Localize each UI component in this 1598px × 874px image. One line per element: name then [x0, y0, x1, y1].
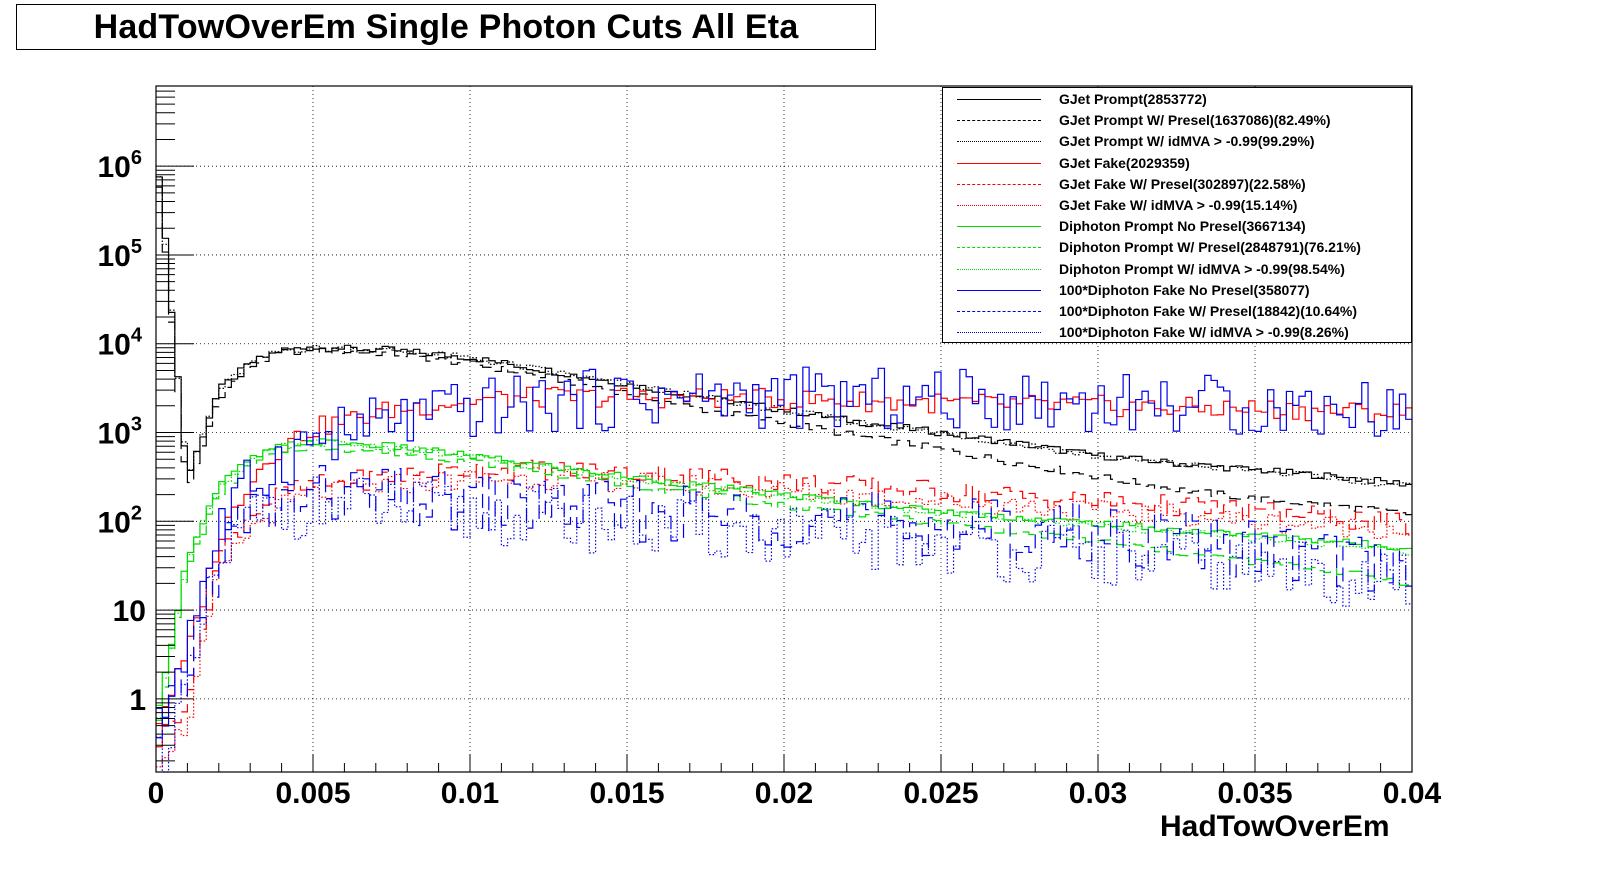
- legend-line-sample: [957, 311, 1041, 312]
- grid-layer: [156, 86, 1412, 772]
- x-tick-label: 0.03: [1069, 777, 1127, 810]
- legend-entry: Diphoton Prompt W/ Presel(2848791)(76.21…: [943, 237, 1411, 258]
- legend-entry: GJet Fake(2029359): [943, 153, 1411, 174]
- series-layer: [156, 176, 1412, 773]
- legend: GJet Prompt(2853772) GJet Prompt W/ Prese…: [942, 87, 1412, 343]
- x-tick-label: 0.02: [755, 777, 813, 810]
- legend-line-sample: [957, 268, 1041, 270]
- legend-line-sample: [957, 226, 1041, 228]
- legend-label: GJet Fake W/ idMVA > -0.99(15.14%): [1059, 197, 1298, 213]
- legend-line-sample: [957, 289, 1041, 291]
- legend-entry: GJet Prompt W/ idMVA > -0.99(99.29%): [943, 131, 1411, 152]
- legend-label: Diphoton Prompt No Presel(3667134): [1059, 218, 1306, 235]
- x-axis-label: HadTowOverEm: [1160, 810, 1390, 843]
- x-tick-label: 0.025: [903, 777, 978, 810]
- y-tick-label: 105: [98, 236, 143, 273]
- legend-entry: 100*Diphoton Fake No Presel(358077): [943, 280, 1411, 301]
- series-line: [156, 444, 1412, 721]
- legend-entry: 100*Diphoton Fake W/ idMVA > -0.99(8.26%…: [943, 322, 1411, 343]
- x-tick-label: 0.035: [1217, 777, 1292, 810]
- series-line: [156, 465, 1412, 739]
- series-line: [156, 176, 1412, 487]
- legend-label: Diphoton Prompt W/ Presel(2848791)(76.21…: [1059, 239, 1361, 256]
- x-tick-label: 0.04: [1383, 777, 1442, 810]
- legend-entry: GJet Fake W/ idMVA > -0.99(15.14%): [943, 195, 1411, 216]
- axis-layer: 0 0.005 0.01 0.015 0.02 0.025 0.03 0.035 0.04 1 10…: [98, 85, 1442, 810]
- legend-label: Diphoton Prompt W/ idMVA > -0.99(98.54%): [1059, 260, 1345, 277]
- legend-entry: GJet Fake W/ Presel(302897)(22.58%): [943, 174, 1411, 195]
- legend-entry: GJet Prompt(2853772): [943, 89, 1411, 110]
- y-tick-label: 1: [129, 684, 146, 717]
- legend-label: GJet Fake W/ Presel(302897)(22.58%): [1059, 175, 1306, 192]
- series-line: [156, 176, 1412, 487]
- series-line: [156, 186, 1412, 516]
- series-line: [156, 459, 1412, 748]
- series-line: [156, 438, 1412, 706]
- legend-entry: Diphoton Prompt W/ idMVA > -0.99(98.54%): [943, 259, 1411, 280]
- series-line: [156, 469, 1412, 768]
- legend-line-sample: [957, 120, 1041, 122]
- legend-entry: 100*Diphoton Fake W/ Presel(18842)(10.64…: [943, 301, 1411, 322]
- y-tick-label: 10: [113, 595, 146, 628]
- legend-line-sample: [957, 99, 1041, 100]
- legend-label: 100*Diphoton Fake No Presel(358077): [1059, 281, 1310, 298]
- series-line: [156, 366, 1412, 727]
- y-tick-label: 102: [98, 502, 143, 539]
- chart-title: HadTowOverEm Single Photon Cuts All Eta: [93, 7, 799, 46]
- series-line: [156, 476, 1412, 773]
- series-line: [156, 439, 1412, 719]
- legend-entry: GJet Prompt W/ Presel(1637086)(82.49%): [943, 110, 1411, 131]
- legend-label: GJet Prompt(2853772): [1059, 91, 1207, 107]
- legend-label: GJet Fake(2029359): [1059, 154, 1190, 171]
- legend-line-sample: [957, 332, 1041, 334]
- x-tick-label: 0.01: [441, 777, 499, 810]
- legend-label: GJet Prompt W/ idMVA > -0.99(99.29%): [1059, 133, 1315, 150]
- x-tick-label: 0.015: [589, 777, 664, 810]
- legend-label: 100*Diphoton Fake W/ Presel(18842)(10.64…: [1059, 303, 1358, 319]
- x-tick-label: 0: [148, 777, 165, 810]
- legend-line-sample: [957, 162, 1041, 164]
- legend-line-sample: [957, 183, 1041, 185]
- legend-label: GJet Prompt W/ Presel(1637086)(82.49%): [1059, 112, 1331, 129]
- y-tick-label: 106: [98, 147, 143, 184]
- chart-title-box: HadTowOverEm Single Photon Cuts All Eta: [16, 4, 876, 50]
- legend-entry: Diphoton Prompt No Presel(3667134): [943, 216, 1411, 237]
- legend-line-sample: [957, 141, 1041, 143]
- y-tick-label: 104: [98, 325, 143, 362]
- x-tick-label: 0.005: [275, 777, 350, 810]
- legend-line-sample: [957, 205, 1041, 206]
- legend-line-sample: [957, 247, 1041, 249]
- legend-label: 100*Diphoton Fake W/ idMVA > -0.99(8.26%…: [1059, 324, 1349, 341]
- y-tick-label: 103: [98, 414, 143, 451]
